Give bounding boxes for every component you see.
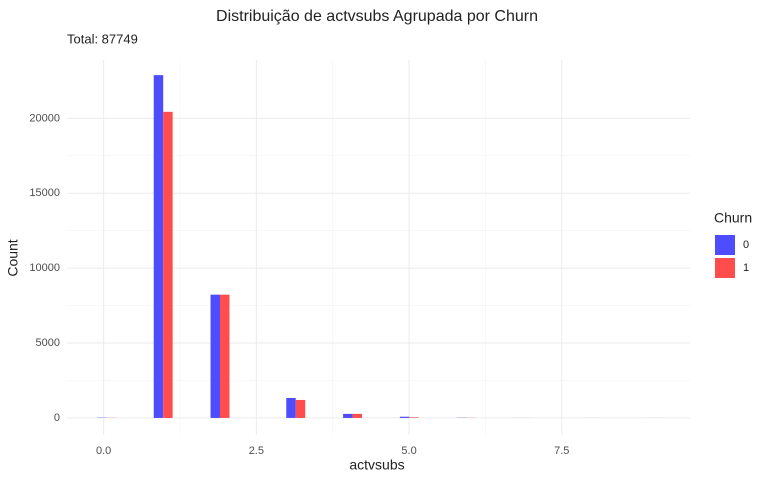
legend-title: Churn — [714, 210, 752, 226]
legend-swatch — [715, 235, 735, 255]
y-tick-label: 20000 — [29, 112, 60, 124]
legend-swatch — [715, 258, 735, 278]
bar — [220, 294, 230, 418]
bar — [163, 111, 173, 418]
legend-label: 1 — [743, 262, 749, 274]
y-axis-title: Count — [5, 239, 21, 276]
bar — [343, 413, 353, 418]
y-tick-label: 5000 — [36, 337, 60, 349]
y-tick-label: 0 — [54, 412, 60, 424]
chart-title: Distribuição de actvsubs Agrupada por Ch… — [216, 8, 538, 25]
x-axis-title: actvsubs — [349, 457, 404, 473]
y-tick-label: 15000 — [29, 187, 60, 199]
bar — [399, 416, 410, 418]
bar — [153, 75, 164, 418]
x-tick-label: 5.0 — [401, 445, 416, 457]
x-tick-label: 2.5 — [249, 445, 264, 457]
bar — [210, 294, 221, 418]
bar — [295, 399, 306, 418]
x-tick-label: 0.0 — [96, 445, 111, 457]
x-tick-label: 7.5 — [554, 445, 569, 457]
bar — [352, 413, 363, 418]
legend-label: 0 — [743, 239, 749, 251]
bar — [286, 398, 296, 418]
chart-subtitle: Total: 87749 — [67, 31, 138, 46]
bar — [409, 417, 419, 418]
y-tick-label: 10000 — [29, 262, 60, 274]
